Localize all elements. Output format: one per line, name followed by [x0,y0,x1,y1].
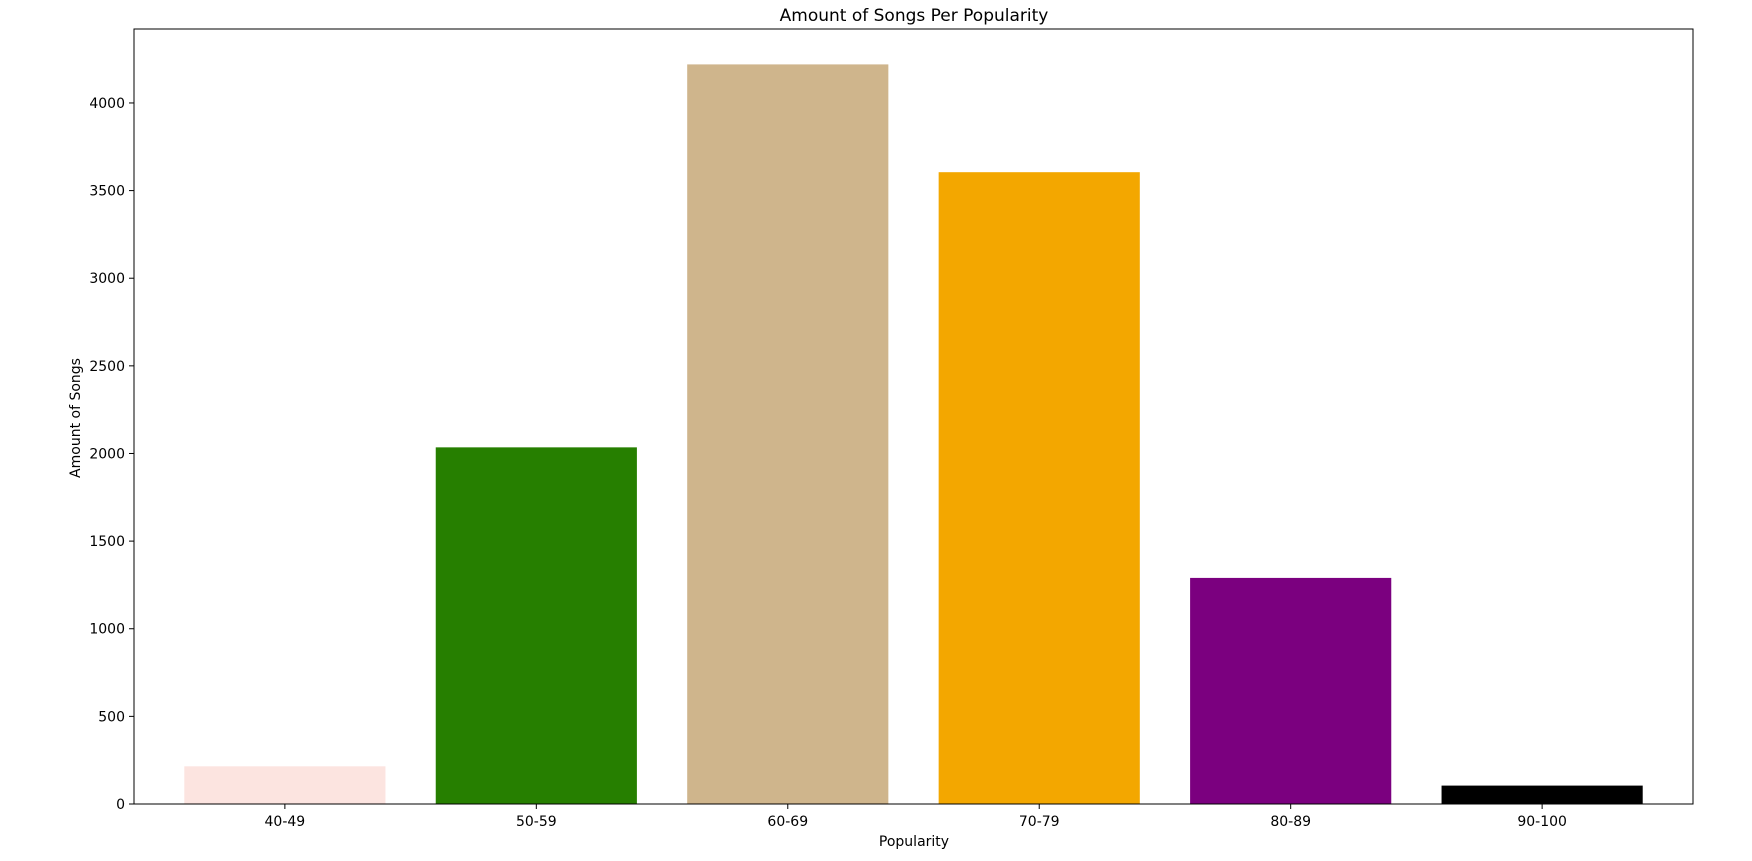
y-tick-label: 500 [98,709,125,725]
bar-70-79 [938,172,1140,804]
x-axis-ticks: 40-49 50-59 60-69 70-79 80-89 90-100 [265,804,1567,830]
bar-40-49 [184,766,386,804]
y-tick-label: 1500 [89,534,125,550]
x-tick-label: 70-79 [1019,814,1060,830]
bar-90-100 [1441,785,1643,804]
bar-80-89 [1190,577,1392,804]
plot-frame [133,28,1694,805]
y-axis-label: Amount of Songs [68,358,84,478]
y-tick-label: 4000 [89,96,125,112]
y-tick-label: 3500 [89,184,125,200]
y-tick-label: 3000 [89,271,125,287]
y-tick-label: 2500 [89,359,125,375]
y-tick-label: 1000 [89,622,125,638]
chart-title: Amount of Songs Per Popularity [780,6,1049,26]
y-tick-label: 2000 [89,446,125,462]
x-tick-label: 50-59 [516,814,557,830]
x-tick-label: 80-89 [1270,814,1311,830]
x-axis-label: Popularity [879,834,949,850]
bar-50-59 [435,447,637,804]
y-tick-label: 0 [116,797,125,813]
y-axis-ticks: 0 500 1000 1500 2000 2500 3000 3500 4000 [89,96,134,813]
x-tick-label: 40-49 [265,814,306,830]
x-tick-label: 60-69 [767,814,808,830]
bars-group [184,64,1643,804]
bar-60-69 [687,64,889,804]
x-tick-label: 90-100 [1517,814,1567,830]
